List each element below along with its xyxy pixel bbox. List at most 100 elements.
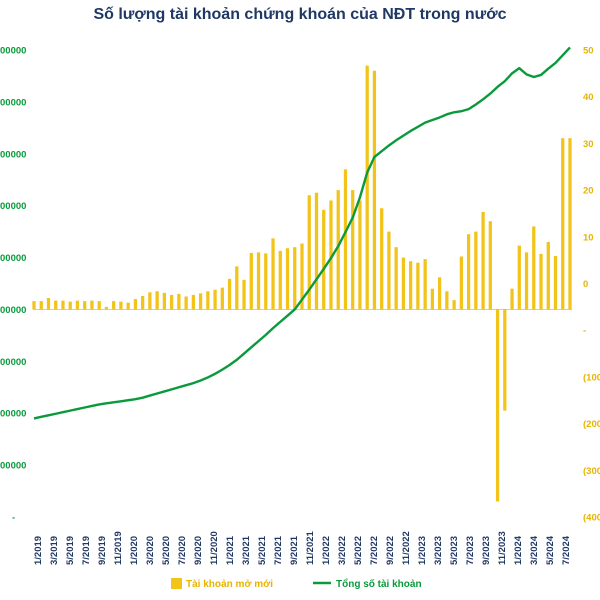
bar [481, 211, 485, 310]
bar [459, 256, 463, 310]
right-tick-label: 40 [583, 92, 594, 103]
bar [474, 231, 478, 310]
bar [220, 287, 224, 310]
bar [401, 257, 406, 310]
left-tick-label: 00000 [0, 253, 26, 264]
bar [314, 192, 319, 310]
bar [380, 208, 384, 310]
x-tick-label: 1/2022 [321, 536, 332, 565]
left-axis-ticks: - 00000 00000 00000 00000 00000 00000 00000 0000… [0, 46, 26, 524]
right-tick-label: 30 [583, 139, 594, 150]
right-axis-ticks: (400 (300 (200 (100 - 0 10 20 30 40 50 [583, 46, 600, 524]
legend-bar-label: Tài khoản mở mới [186, 579, 273, 590]
bar [46, 298, 51, 310]
x-tick-label: 9/2020 [193, 536, 204, 565]
bar [524, 252, 529, 310]
bar [293, 247, 297, 310]
bar [271, 238, 275, 310]
bar [387, 231, 391, 310]
bar [437, 277, 442, 310]
bar [141, 295, 145, 310]
bar [322, 209, 326, 310]
bar [409, 261, 413, 310]
right-tick-label: 20 [583, 186, 594, 197]
bar [97, 301, 101, 310]
x-tick-label: 5/2023 [449, 536, 460, 565]
x-tick-label: 5/2020 [161, 536, 172, 565]
bar [329, 200, 333, 310]
x-tick-label: 9/2021 [289, 535, 300, 565]
bar [365, 65, 369, 310]
x-tick-label: 3/2021 [241, 535, 252, 565]
left-tick-label: 00000 [0, 305, 26, 316]
x-tick-label: 3/2019 [49, 536, 60, 565]
bar [227, 278, 232, 310]
bar [488, 221, 492, 310]
bar [517, 245, 521, 310]
bar [568, 138, 572, 310]
bar [235, 266, 239, 310]
bar [162, 292, 167, 310]
x-tick-label: 9/2019 [97, 536, 108, 565]
bar [307, 195, 311, 310]
legend-bar-swatch [171, 578, 182, 589]
x-tick-label: 7/2019 [81, 536, 92, 565]
left-tick-label: 00000 [0, 409, 26, 420]
bar [561, 138, 565, 310]
x-tick-label: 1/2021 [225, 535, 236, 565]
bar [351, 190, 355, 310]
right-tick-label: 10 [583, 232, 594, 243]
right-tick-label: 50 [583, 46, 594, 57]
bar [503, 309, 507, 411]
bar [343, 169, 348, 310]
bar [532, 226, 536, 310]
legend: Tài khoản mở mới Tổng số tài khoản [171, 578, 422, 590]
x-tick-label: 1/2019 [33, 536, 44, 565]
right-tick-label: (400 [583, 513, 600, 524]
bar [155, 291, 159, 310]
left-tick-label: 00000 [0, 46, 26, 57]
bar [256, 252, 261, 310]
left-tick-label: 00000 [0, 357, 26, 368]
legend-line-label: Tổng số tài khoản [336, 578, 422, 590]
x-tick-label: 3/2023 [433, 536, 444, 565]
left-tick-label: 00000 [0, 201, 26, 212]
bar [445, 291, 449, 310]
bar [177, 293, 181, 310]
bar [90, 300, 94, 310]
bar [278, 250, 282, 310]
x-tick-label: 11/2022 [401, 531, 412, 565]
bar [148, 292, 152, 310]
total-accounts-line [33, 46, 571, 420]
bar [553, 256, 558, 310]
bar [336, 190, 340, 310]
x-tick-label: 7/2024 [561, 535, 572, 565]
bar [206, 291, 210, 310]
x-tick-label: 9/2023 [481, 536, 492, 565]
right-tick-label: 0 [583, 279, 588, 290]
bar [169, 294, 174, 310]
bar [539, 253, 543, 310]
x-tick-label: 5/2019 [65, 536, 76, 565]
x-tick-label: 11/2020 [209, 531, 220, 565]
x-tick-label: 11/2021 [305, 530, 316, 565]
bar [213, 289, 217, 310]
bar [68, 301, 72, 310]
bar [372, 70, 377, 310]
bar [495, 309, 500, 502]
x-tick-label: 5/2021 [257, 535, 268, 565]
bar [242, 279, 246, 310]
right-tick-label: (200 [583, 419, 600, 430]
bar [300, 243, 304, 310]
bar [546, 241, 550, 310]
x-tick-label: 1/2020 [129, 536, 140, 565]
bar [510, 288, 514, 310]
bar [133, 299, 138, 310]
right-tick-label: (300 [583, 466, 600, 477]
left-tick-label: 00000 [0, 149, 26, 160]
bar [191, 294, 195, 310]
bar [126, 302, 130, 310]
x-tick-label: 3/2022 [337, 536, 348, 565]
bar [394, 247, 398, 310]
bar [358, 200, 362, 310]
